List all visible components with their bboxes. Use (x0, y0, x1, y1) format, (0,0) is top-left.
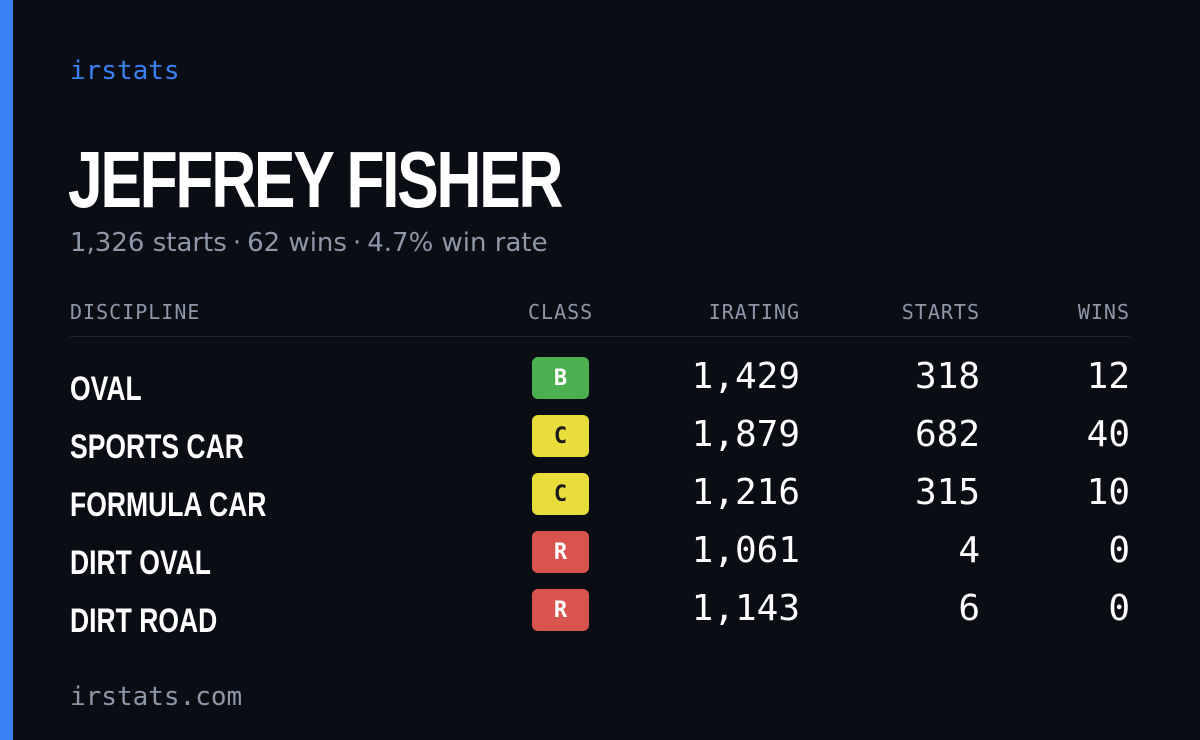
license-class-badge: C (532, 473, 589, 515)
wins-value: 12 (1086, 355, 1130, 397)
summary-starts: 1,326 starts (70, 228, 227, 258)
license-class-badge: R (532, 531, 589, 573)
class-cell: B (532, 349, 589, 407)
wins-value: 10 (1086, 471, 1130, 513)
summary-separator: · (232, 228, 242, 258)
discipline-name: OVAL (70, 369, 142, 408)
driver-summary: 1,326 starts · 62 wins · 4.7% win rate (70, 228, 548, 258)
table-row: DIRT ROAD R 1,143 6 0 (70, 585, 1130, 643)
discipline-name: FORMULA CAR (70, 485, 267, 524)
discipline-name: DIRT ROAD (70, 601, 218, 640)
table-header: DISCIPLINE CLASS IRATING STARTS WINS (70, 300, 1130, 337)
header-wins: WINS (1077, 300, 1130, 324)
class-cell: R (532, 581, 589, 639)
header-starts: STARTS (901, 300, 980, 324)
starts-value: 682 (914, 413, 980, 455)
irating-value: 1,143 (691, 587, 800, 629)
footer-url: irstats.com (70, 682, 243, 712)
table-row: FORMULA CAR C 1,216 315 10 (70, 469, 1130, 527)
class-cell: C (532, 465, 589, 523)
driver-name: JEFFREY FISHER (68, 135, 563, 224)
discipline-name: DIRT OVAL (70, 543, 211, 582)
license-class-badge: R (532, 589, 589, 631)
summary-wins: 62 wins (247, 228, 347, 258)
starts-value: 318 (914, 355, 980, 397)
starts-value: 315 (914, 471, 980, 513)
starts-value: 4 (958, 529, 980, 571)
class-cell: C (532, 407, 589, 465)
license-class-badge: C (532, 415, 589, 457)
header-discipline: DISCIPLINE (70, 300, 201, 324)
table-row: OVAL B 1,429 318 12 (70, 353, 1130, 411)
license-class-badge: B (532, 357, 589, 399)
summary-separator: · (352, 228, 362, 258)
discipline-table: DISCIPLINE CLASS IRATING STARTS WINS OVA… (70, 300, 1130, 643)
header-irating: IRATING (708, 300, 800, 324)
table-body: OVAL B 1,429 318 12 SPORTS CAR C 1,879 682 40 FORM… (70, 353, 1130, 643)
discipline-name: SPORTS CAR (70, 427, 244, 466)
brand-logo: irstats (70, 56, 180, 86)
summary-win-rate: 4.7% win rate (367, 228, 548, 258)
irating-value: 1,061 (691, 529, 800, 571)
wins-value: 0 (1108, 529, 1130, 571)
table-row: SPORTS CAR C 1,879 682 40 (70, 411, 1130, 469)
irating-value: 1,879 (691, 413, 800, 455)
irating-value: 1,216 (691, 471, 800, 513)
wins-value: 40 (1086, 413, 1130, 455)
header-class: CLASS (528, 300, 594, 324)
accent-bar (0, 0, 13, 740)
table-row: DIRT OVAL R 1,061 4 0 (70, 527, 1130, 585)
irating-value: 1,429 (691, 355, 800, 397)
wins-value: 0 (1108, 587, 1130, 629)
class-cell: R (532, 523, 589, 581)
starts-value: 6 (958, 587, 980, 629)
